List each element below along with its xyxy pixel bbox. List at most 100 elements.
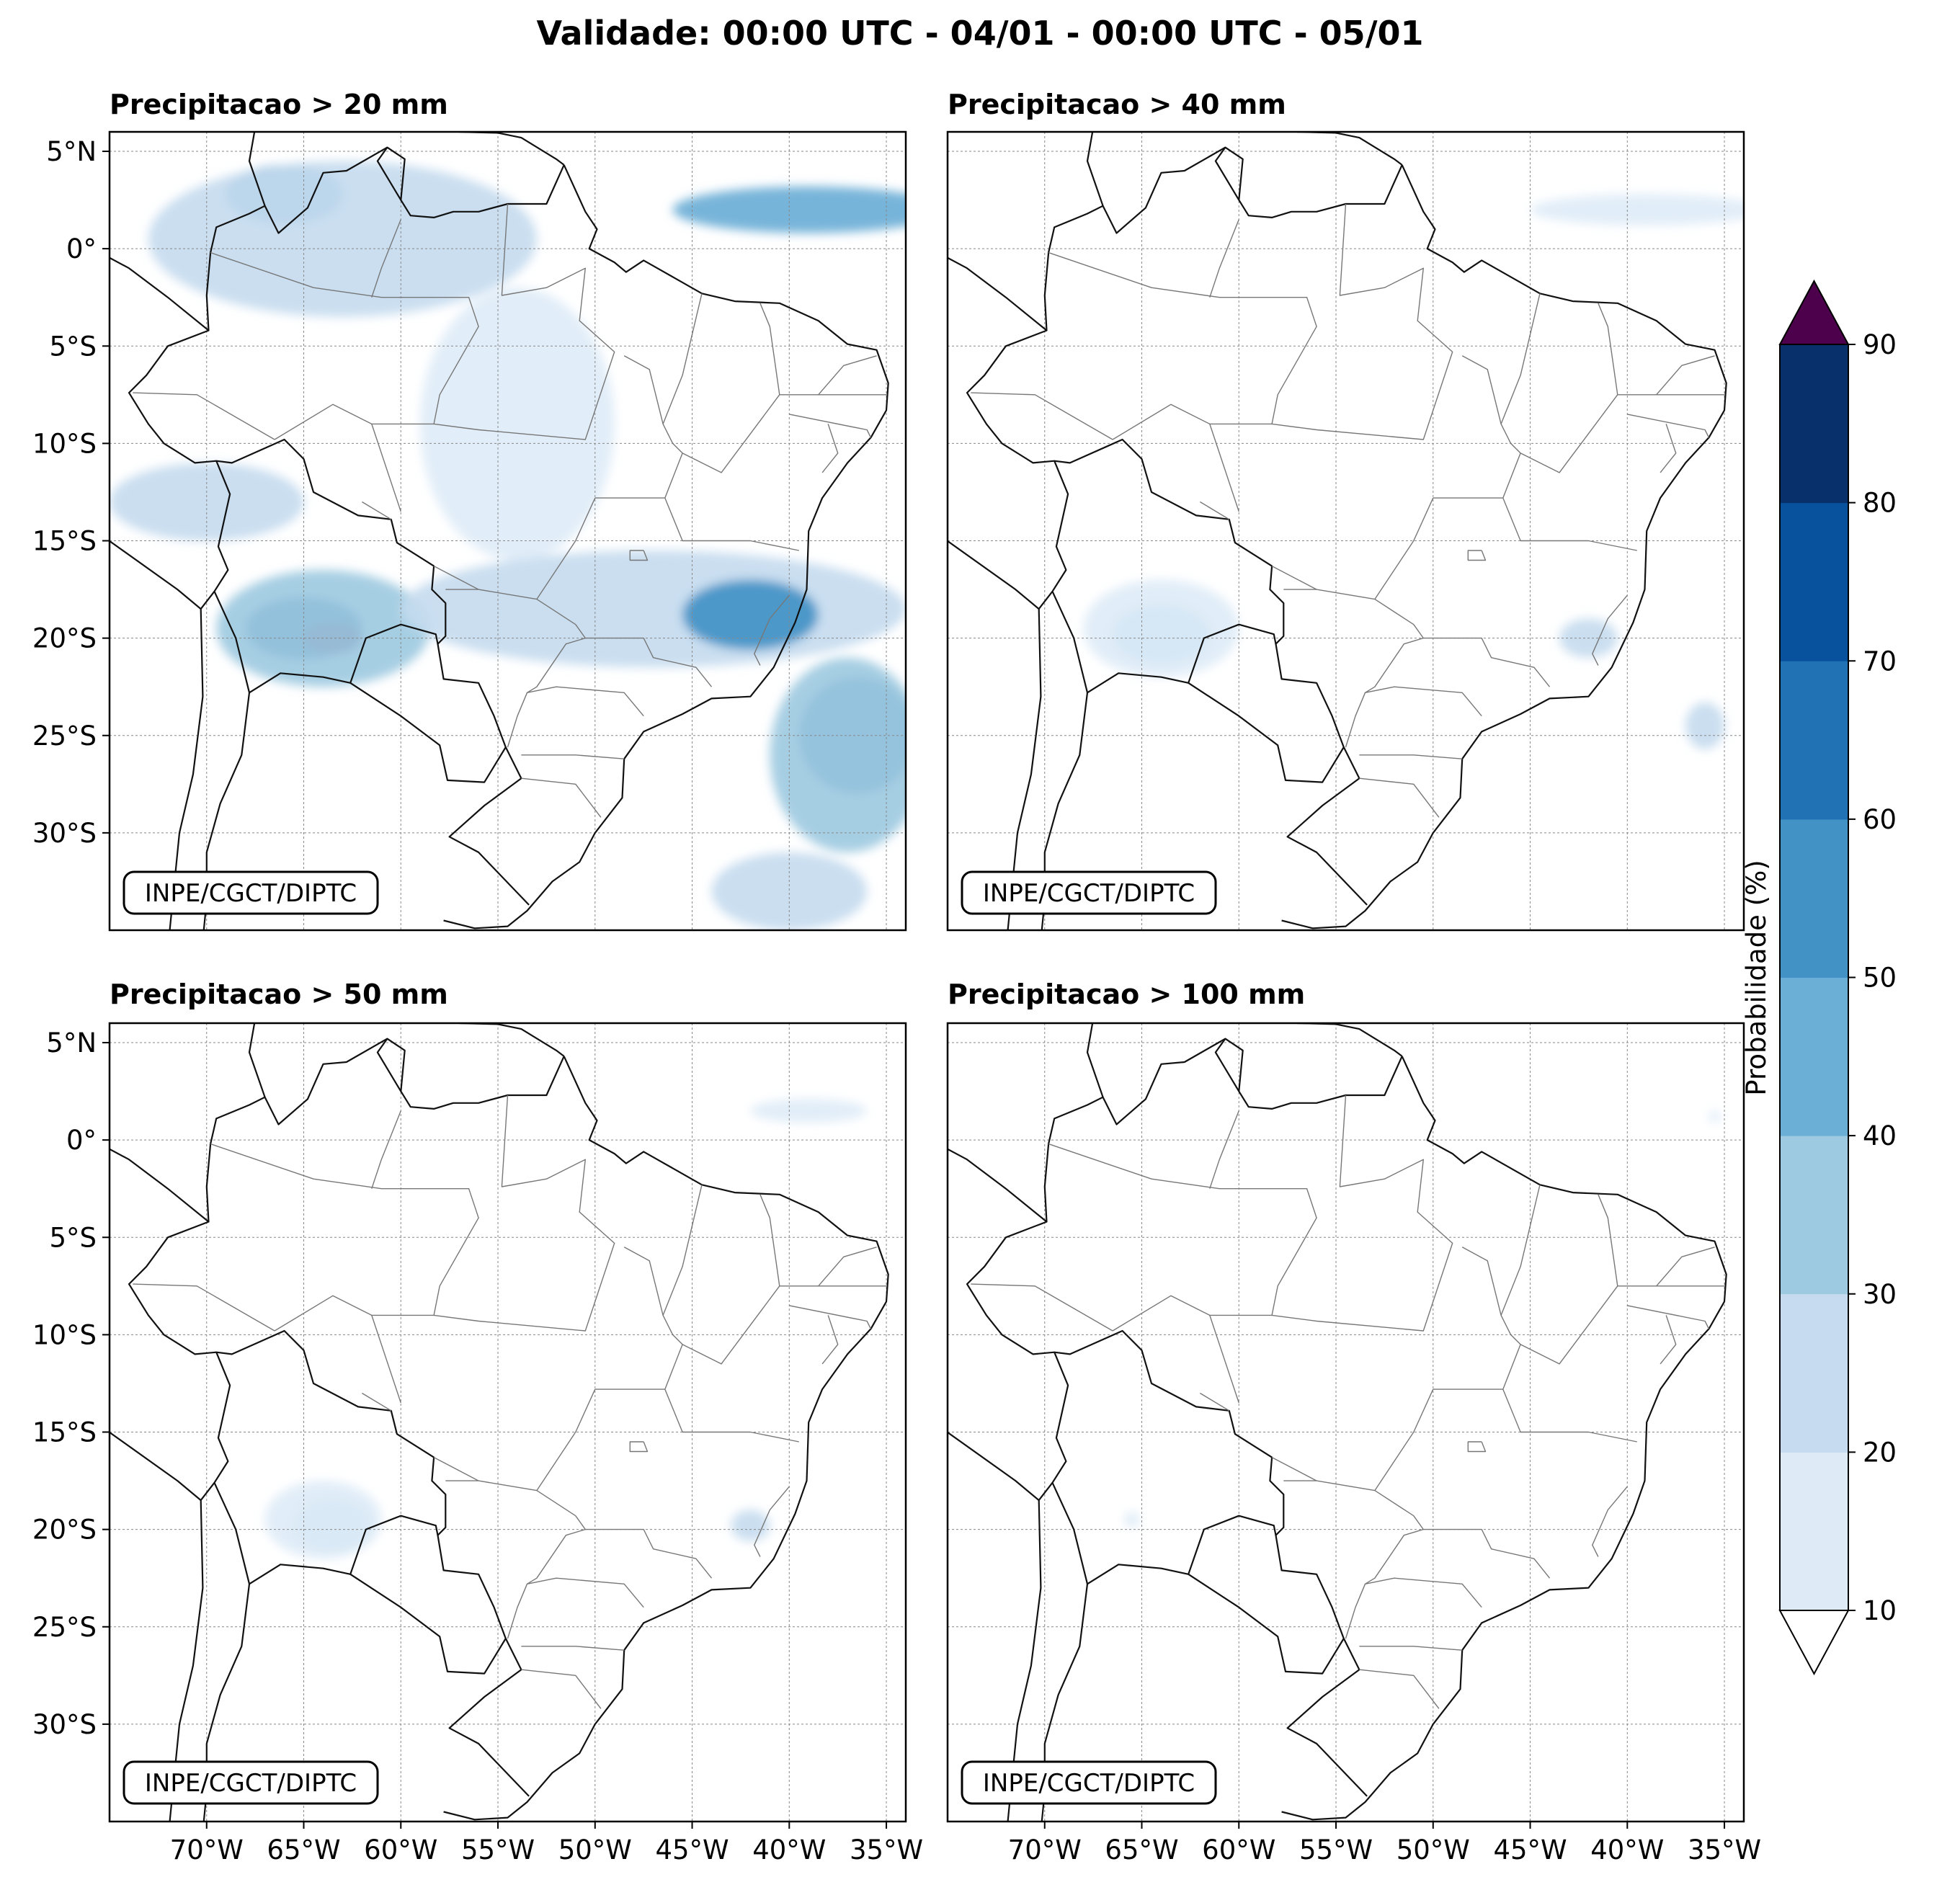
state-border	[507, 692, 528, 748]
state-border	[682, 303, 780, 473]
country-border	[248, 132, 266, 207]
country-border	[213, 1352, 439, 1585]
country-border	[349, 1573, 507, 1675]
state-border	[133, 392, 275, 440]
state-border	[1359, 1669, 1440, 1709]
state-border	[1660, 1315, 1677, 1365]
state-border	[433, 565, 479, 590]
state-border	[789, 414, 872, 438]
country-borders	[948, 1023, 1727, 1822]
state-border	[1200, 1392, 1230, 1412]
credit-box: INPE/CGCT/DIPTC	[122, 870, 379, 915]
probability-field	[1124, 1110, 1721, 1528]
country-border	[966, 1038, 1403, 1797]
state-border	[434, 1094, 615, 1332]
credit-label: INPE/CGCT/DIPTC	[983, 879, 1195, 908]
country-border	[948, 1431, 1042, 1822]
lon-tick-label: 60°W	[1202, 1834, 1275, 1865]
country-border	[1188, 682, 1345, 783]
credit-label: INPE/CGCT/DIPTC	[145, 1769, 357, 1798]
state-border	[371, 1110, 401, 1189]
state-border	[521, 1646, 625, 1651]
colorbar-tick-label: 30	[1863, 1279, 1897, 1310]
state-border	[210, 1143, 479, 1332]
state-border	[1520, 1194, 1618, 1365]
lon-tick-label: 65°W	[267, 1834, 340, 1865]
state-border	[1359, 754, 1463, 759]
panel-title: Precipitacao > 40 mm	[948, 89, 1286, 120]
colorbar-segment	[1780, 1136, 1848, 1295]
state-border	[1374, 1388, 1434, 1517]
panel-frame	[108, 130, 907, 932]
panel-frame	[946, 1022, 1745, 1823]
state-border	[1500, 1185, 1541, 1316]
country-borders	[6, 1023, 889, 1822]
lon-tick-labels: 70°W 65°W 60°W 55°W 50°W 45°W 40°W 35°W	[170, 1822, 923, 1865]
credit-box: INPE/CGCT/DIPTC	[961, 1760, 1217, 1805]
state-border	[1467, 1441, 1487, 1453]
state-border	[1374, 497, 1434, 625]
state-border	[1617, 355, 1715, 396]
country-border	[1051, 460, 1277, 694]
lat-tick-label: 25°S	[32, 1612, 97, 1643]
state-border	[536, 497, 596, 625]
state-border	[1345, 1584, 1366, 1639]
probability-region	[216, 570, 430, 687]
credit-box: INPE/CGCT/DIPTC	[961, 870, 1217, 915]
probability-region	[148, 161, 537, 317]
country-border	[6, 1144, 104, 1228]
lat-tick-labels: 5°N 0° 5°S 10°S 15°S 20°S 25°S 30°S	[32, 1027, 110, 1740]
colorbar-segment	[1780, 502, 1848, 661]
country-border	[443, 1056, 889, 1821]
state-border	[789, 1305, 872, 1329]
panel-20mm: Precipitacao > 20 mm INPE/CGCT/DIPTC 5°N…	[32, 89, 907, 932]
lat-tick-label: 0°	[66, 233, 97, 264]
state-border	[371, 1315, 401, 1404]
colorbar-tick-label: 50	[1863, 963, 1897, 994]
state-border	[1359, 1646, 1463, 1651]
probability-region	[401, 550, 906, 668]
credit-label: INPE/CGCT/DIPTC	[145, 879, 357, 908]
probability-field	[110, 161, 906, 930]
country-border	[1038, 1482, 1054, 1501]
probability-region	[264, 1481, 382, 1559]
state-border	[662, 293, 703, 424]
panel-title: Precipitacao > 50 mm	[110, 978, 448, 1010]
probability-region	[110, 463, 304, 541]
state-border	[1209, 424, 1239, 512]
state-border	[507, 1584, 528, 1639]
state-border	[210, 251, 479, 440]
country-border	[128, 146, 565, 906]
colorbar-over-arrow	[1778, 279, 1850, 345]
state-border	[1272, 1094, 1453, 1332]
colorbar-tick-label: 70	[1863, 646, 1897, 677]
lon-tick-label: 65°W	[1105, 1834, 1178, 1865]
country-border	[110, 540, 204, 930]
country-border	[248, 1023, 266, 1098]
state-border	[433, 1456, 479, 1481]
state-border	[664, 497, 799, 551]
panel-frame	[946, 130, 1745, 932]
state-border	[1209, 219, 1239, 298]
panel-frame	[108, 1022, 907, 1823]
state-border	[1660, 424, 1677, 473]
probability-region	[1530, 194, 1744, 226]
state-border	[1617, 1247, 1715, 1287]
state-border	[362, 1392, 392, 1412]
probability-region	[420, 287, 615, 561]
probability-region	[731, 1510, 770, 1541]
colorbar-tick-label: 20	[1863, 1437, 1897, 1468]
lon-tick-label: 35°W	[1688, 1834, 1761, 1865]
country-border	[110, 1431, 204, 1822]
state-border	[1272, 203, 1453, 440]
state-border	[971, 1283, 1113, 1332]
state-border	[662, 1185, 703, 1316]
country-border	[1281, 1056, 1727, 1821]
state-border	[821, 424, 839, 473]
panel-100mm: Precipitacao > 100 mm INPE/CGCT/DIPTC 70…	[946, 978, 1761, 1865]
state-border	[779, 355, 877, 396]
country-border	[128, 1038, 565, 1797]
state-border	[536, 1388, 596, 1517]
state-border	[1592, 1486, 1628, 1557]
country-border	[349, 682, 507, 783]
